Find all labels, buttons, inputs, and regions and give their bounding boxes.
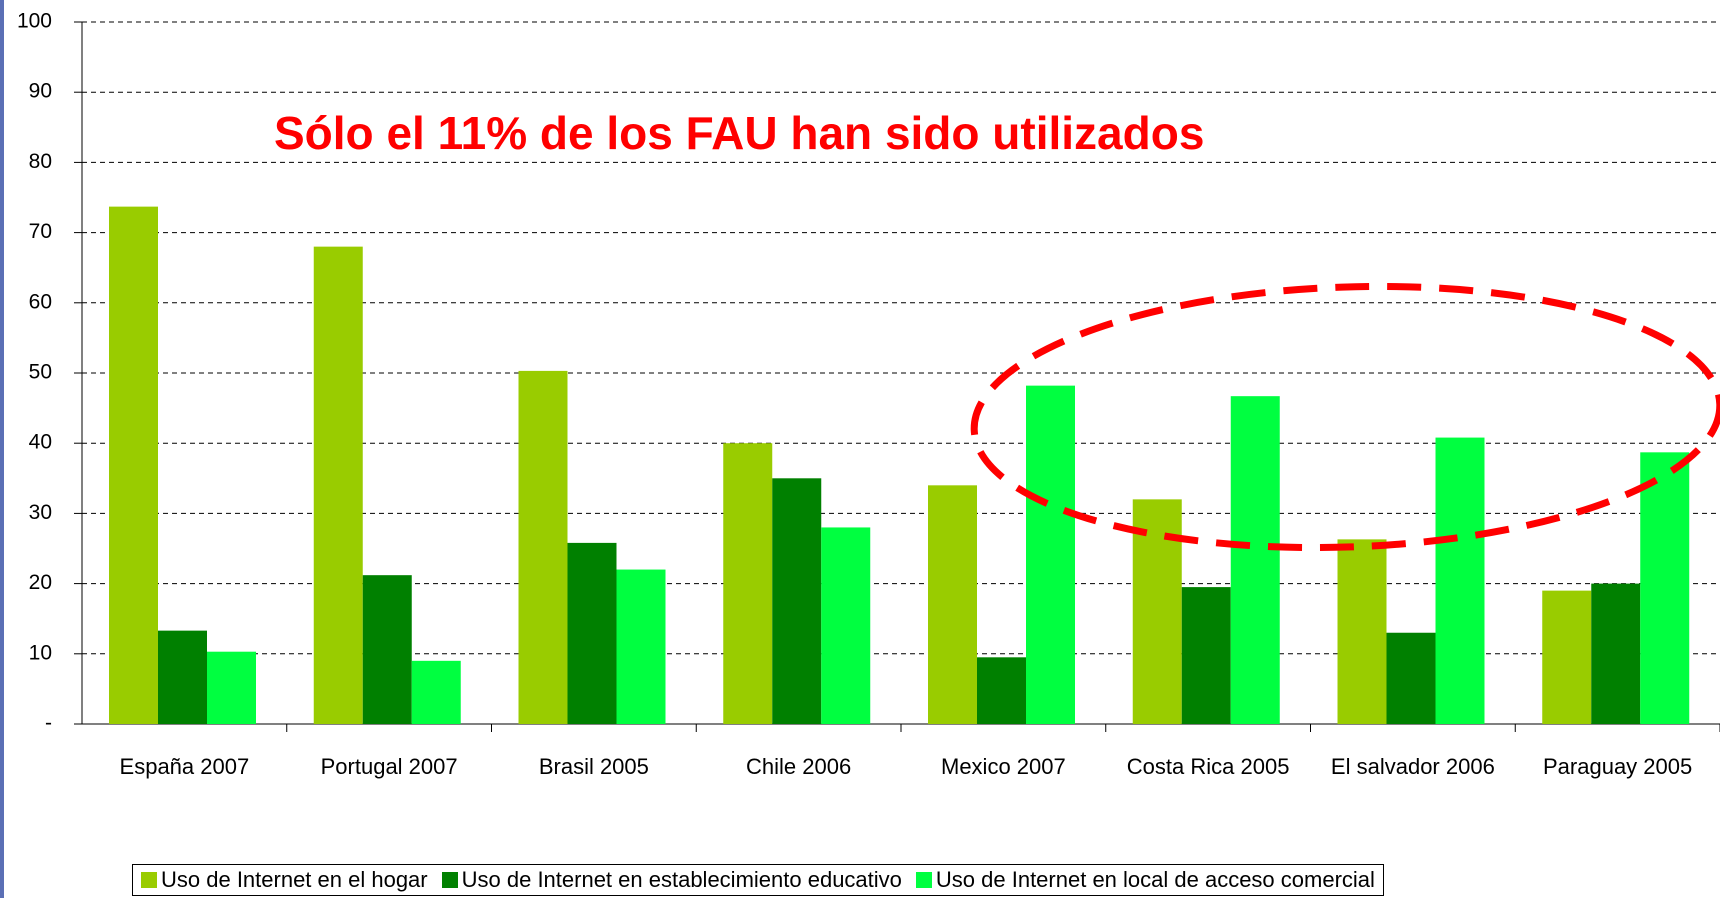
bar <box>928 485 977 724</box>
x-tick-label: Paraguay 2005 <box>1543 754 1693 779</box>
bar <box>518 370 568 724</box>
x-tick-label: El salvador 2006 <box>1330 754 1495 779</box>
bar <box>207 651 256 724</box>
bar <box>1542 590 1592 724</box>
bar <box>723 443 773 724</box>
y-tick-label: 20 <box>29 571 52 594</box>
y-tick-label: 10 <box>29 641 52 664</box>
x-tick-label: Mexico 2007 <box>941 754 1066 779</box>
bar <box>1337 539 1387 724</box>
bar <box>1026 385 1075 724</box>
y-tick-label: 60 <box>29 290 52 313</box>
legend-item: Uso de Internet en el hogar <box>141 867 428 893</box>
y-tick-label: 30 <box>29 501 52 524</box>
bar <box>109 206 158 725</box>
bar <box>616 569 666 724</box>
edge-stripe <box>0 0 4 898</box>
x-tick-label: Portugal 2007 <box>320 754 458 779</box>
bar <box>411 660 461 724</box>
legend-swatch <box>915 872 932 888</box>
bar <box>1386 632 1436 724</box>
legend-label: Uso de Internet en establecimiento educa… <box>461 867 902 892</box>
y-tick-label: - <box>45 712 52 735</box>
bar <box>1435 437 1485 724</box>
y-tick-label: 80 <box>29 150 52 173</box>
y-tick-label: 50 <box>29 361 52 384</box>
bar <box>1230 396 1280 724</box>
x-tick-label: Costa Rica 2005 <box>1126 754 1290 779</box>
x-tick-label: Chile 2006 <box>746 754 852 779</box>
bar <box>567 542 617 724</box>
bar <box>1181 587 1231 724</box>
bar <box>821 527 871 724</box>
y-tick-label: 40 <box>29 431 52 454</box>
bar <box>158 630 207 724</box>
annotation: Sólo el 11% de los FAU han sido utilizad… <box>274 107 1204 159</box>
bar <box>772 478 822 724</box>
legend-item: Uso de Internet en local de acceso comer… <box>915 867 1375 893</box>
legend-label: Uso de Internet en el hogar <box>161 867 428 892</box>
bar <box>1591 583 1641 724</box>
highlight-ellipse <box>970 282 1720 552</box>
y-tick-label: 90 <box>29 80 52 103</box>
legend: Uso de Internet en el hogar Uso de Intern… <box>132 864 1384 896</box>
y-tick-label: 70 <box>29 220 52 243</box>
legend-swatch <box>441 872 458 888</box>
x-tick-label: Brasil 2005 <box>538 754 649 779</box>
legend-swatch <box>141 872 157 888</box>
bar <box>977 657 1026 724</box>
bar <box>1640 452 1690 724</box>
x-tick-label: España 2007 <box>119 754 250 779</box>
bar <box>313 246 363 724</box>
bar <box>362 575 412 724</box>
legend-label: Uso de Internet en local de acceso comer… <box>935 867 1375 892</box>
legend-item: Uso de Internet en establecimiento educa… <box>441 867 902 893</box>
y-tick-label: 100 <box>17 10 52 33</box>
